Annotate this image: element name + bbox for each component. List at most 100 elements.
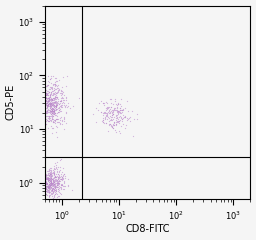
Point — [40, 176, 44, 180]
Point — [44, 102, 48, 106]
Point — [41, 189, 46, 193]
Point — [48, 171, 52, 175]
Point — [41, 120, 45, 124]
Point — [54, 103, 58, 107]
Point — [59, 157, 63, 161]
Point — [56, 179, 60, 182]
Point — [40, 109, 44, 113]
Point — [44, 180, 48, 184]
Point — [108, 111, 112, 115]
Point — [54, 101, 58, 105]
Point — [48, 78, 52, 81]
Point — [50, 89, 54, 93]
Point — [53, 118, 57, 122]
Point — [51, 187, 55, 191]
Point — [49, 85, 53, 89]
Point — [44, 200, 48, 204]
Point — [65, 74, 69, 78]
Point — [108, 114, 112, 118]
Point — [32, 105, 36, 108]
Point — [37, 107, 41, 111]
Point — [51, 100, 55, 103]
Point — [61, 100, 65, 103]
Point — [61, 173, 65, 177]
Point — [41, 115, 46, 119]
Point — [30, 177, 34, 181]
Point — [53, 119, 57, 122]
Point — [48, 95, 52, 99]
Point — [45, 187, 49, 191]
Point — [115, 115, 119, 119]
Point — [52, 109, 56, 113]
Point — [54, 177, 58, 181]
Point — [43, 111, 47, 115]
Point — [49, 174, 54, 178]
Point — [106, 129, 110, 132]
Point — [38, 183, 42, 187]
Point — [66, 104, 70, 108]
Point — [120, 110, 124, 114]
Point — [54, 181, 58, 185]
Point — [49, 90, 53, 94]
Point — [49, 188, 54, 192]
Point — [49, 107, 53, 111]
Point — [46, 102, 50, 106]
Point — [54, 105, 58, 109]
Point — [52, 103, 57, 107]
Point — [111, 112, 115, 116]
Point — [49, 174, 53, 177]
Point — [36, 100, 40, 104]
Point — [112, 121, 116, 125]
Point — [48, 104, 52, 108]
Point — [114, 102, 118, 106]
Point — [57, 108, 61, 112]
Point — [55, 168, 59, 171]
Point — [38, 92, 42, 96]
Point — [50, 93, 54, 96]
Point — [37, 94, 41, 98]
Point — [50, 188, 54, 192]
Point — [119, 125, 123, 128]
Point — [56, 110, 60, 114]
Point — [48, 178, 52, 182]
Point — [41, 108, 45, 112]
Point — [52, 96, 56, 100]
Point — [49, 101, 54, 105]
Point — [41, 126, 45, 129]
Point — [45, 89, 49, 93]
Point — [48, 176, 52, 180]
Point — [38, 178, 42, 182]
Point — [49, 74, 53, 78]
Point — [115, 116, 119, 120]
Point — [114, 122, 119, 126]
Point — [109, 105, 113, 108]
Point — [43, 176, 47, 180]
Point — [46, 176, 50, 180]
Point — [58, 179, 62, 183]
Point — [62, 172, 67, 176]
Point — [29, 173, 34, 177]
Point — [51, 109, 55, 113]
Point — [52, 182, 56, 186]
Point — [56, 172, 60, 176]
Point — [45, 193, 49, 197]
Point — [49, 112, 53, 116]
Point — [57, 174, 61, 177]
Point — [42, 183, 46, 187]
Point — [113, 119, 118, 122]
Point — [48, 177, 52, 180]
Point — [47, 183, 51, 187]
Point — [46, 178, 50, 182]
Point — [37, 115, 41, 119]
Point — [48, 173, 52, 176]
Point — [41, 90, 45, 94]
Point — [39, 107, 43, 111]
Y-axis label: CD5-PE: CD5-PE — [6, 84, 16, 120]
Point — [61, 98, 65, 102]
Point — [41, 133, 45, 137]
Point — [45, 97, 49, 101]
Point — [47, 177, 51, 181]
Point — [54, 83, 58, 87]
Point — [49, 180, 54, 184]
Point — [55, 111, 59, 115]
